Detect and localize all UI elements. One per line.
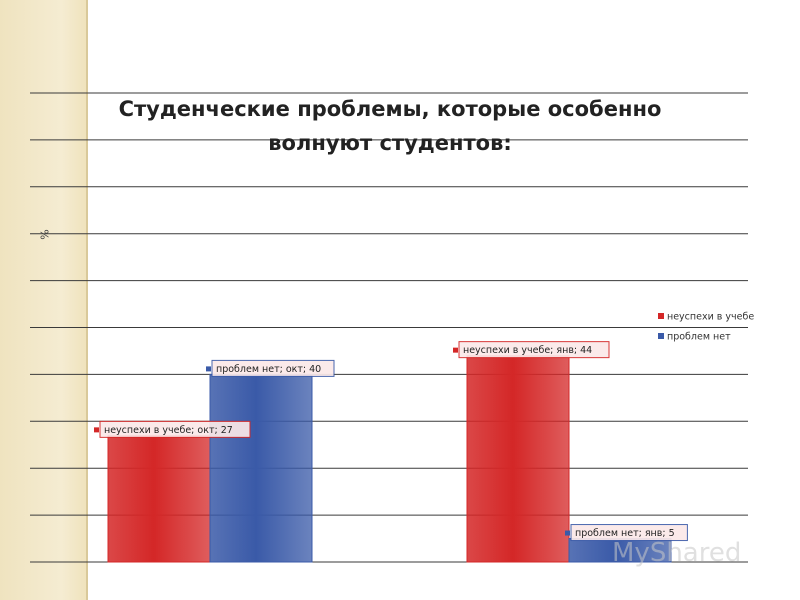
data-label-text: неуспехи в учебе; янв; 44 <box>463 345 592 356</box>
data-label-text: проблем нет; окт; 40 <box>216 364 321 375</box>
data-label: проблем нет; янв; 5 <box>565 524 688 542</box>
side-strip-edge <box>86 0 88 600</box>
data-labels: неуспехи в учебе; окт; 27 проблем нет; ок… <box>94 341 688 542</box>
bar-neuspekhi-янв <box>466 355 570 563</box>
legend-label: неуспехи в учебе <box>667 312 754 323</box>
data-label: проблем нет; окт; 40 <box>206 359 335 377</box>
legend-swatch <box>658 333 664 339</box>
watermark: MyShared <box>612 538 742 568</box>
bars <box>107 355 672 563</box>
data-label: неуспехи в учебе; окт; 27 <box>94 420 251 438</box>
data-label-text: неуспехи в учебе; окт; 27 <box>104 425 233 436</box>
y-axis-label: % <box>38 229 52 240</box>
legend: неуспехи в учебе проблем нет <box>658 312 754 343</box>
bar-neuspekhi-окт <box>107 434 211 563</box>
decorative-side-strip <box>0 0 88 600</box>
data-label-text: проблем нет; янв; 5 <box>575 528 675 539</box>
chart-title: Студенческие проблемы, которые особенно … <box>118 97 662 155</box>
data-label: неуспехи в учебе; янв; 44 <box>453 341 610 359</box>
bar-problem-net-окт <box>209 373 313 563</box>
legend-label: проблем нет <box>667 332 731 343</box>
legend-swatch <box>658 313 664 319</box>
